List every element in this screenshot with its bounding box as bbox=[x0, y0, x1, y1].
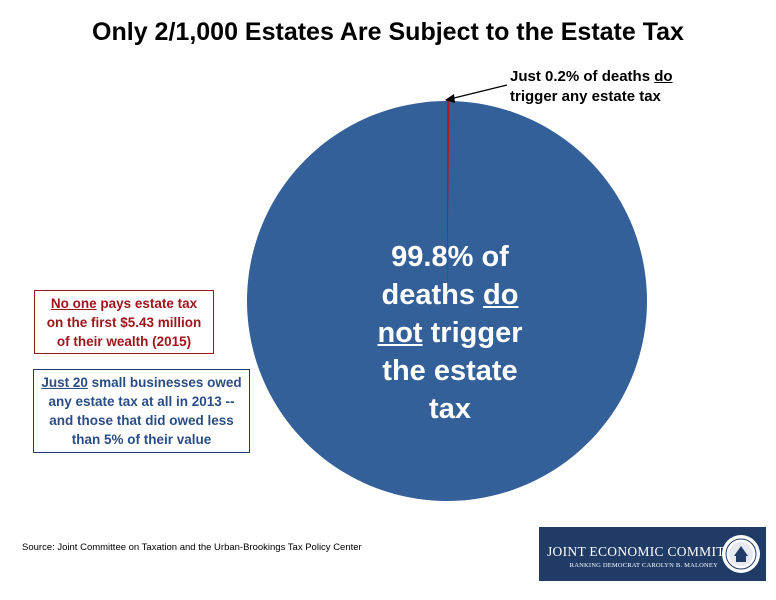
main-slice-label: 99.8% of deaths do not trigger the estat… bbox=[355, 238, 545, 428]
chart-title: Only 2/1,000 Estates Are Subject to the … bbox=[92, 18, 684, 46]
jec-logo-name: JOINT ECONOMIC COMMITTEE bbox=[547, 544, 751, 559]
callout-arrow bbox=[449, 84, 508, 100]
source-note: Source: Joint Committee on Taxation and … bbox=[22, 542, 362, 553]
congress-seal-icon bbox=[722, 535, 760, 573]
main-slice-label-line: the estate bbox=[382, 355, 518, 387]
main-slice-label-line: tax bbox=[429, 393, 471, 425]
exemption-note-box: No one pays estate tax on the first $5.4… bbox=[34, 290, 214, 354]
callout-arrowhead bbox=[445, 94, 455, 103]
jec-logo-subtitle: RANKING DEMOCRAT CAROLYN B. MALONEY bbox=[569, 562, 718, 569]
main-slice-label-line: not trigger bbox=[377, 317, 523, 349]
main-slice-label-line: 99.8% of bbox=[391, 241, 509, 273]
pie-slice-1 bbox=[246, 100, 647, 501]
main-slice-label-line: deaths do bbox=[381, 279, 519, 311]
small-business-note-box: Just 20 small businesses owed any estate… bbox=[33, 369, 250, 453]
small-slice-callout: Just 0.2% of deaths do trigger any estat… bbox=[510, 68, 673, 105]
jec-logo: JOINT ECONOMIC COMMITTEE RANKING DEMOCRA… bbox=[539, 527, 766, 581]
